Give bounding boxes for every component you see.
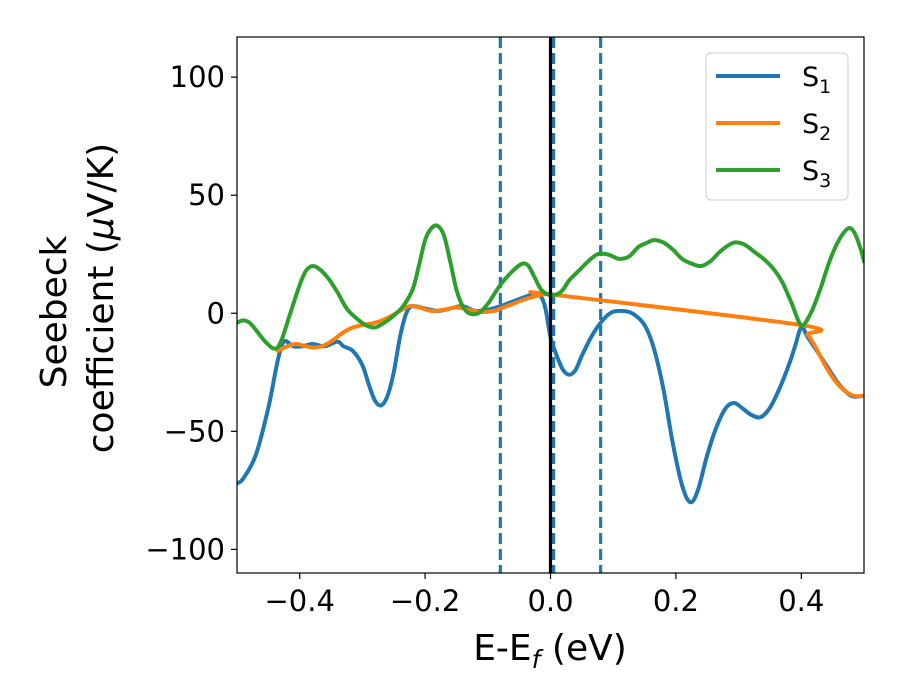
x-tick-label: −0.2 — [390, 584, 460, 618]
legend: S1 S2 S3 — [705, 52, 849, 201]
y-axis-title-line2: coefficient (μV/K) — [81, 143, 122, 453]
x-tick-label: 0.4 — [778, 584, 824, 618]
series-line-s2 — [275, 290, 864, 399]
x-tick-label: 0.0 — [527, 584, 573, 618]
series-line-s1 — [237, 292, 864, 505]
y-tick-label: −100 — [145, 532, 225, 566]
y-tick-label: 0 — [207, 296, 225, 330]
x-axis-title: E-Ef (eV) — [473, 628, 627, 674]
y-tick-label: −50 — [164, 414, 225, 448]
x-tick-label: 0.2 — [653, 584, 699, 618]
legend-box — [705, 52, 849, 201]
legend-label-s1: S1 — [802, 62, 831, 98]
axis-ticks: −0.4 −0.2 0.0 0.2 0.4 100 50 0 −50 −100 — [145, 60, 824, 618]
y-tick-label: 100 — [170, 60, 225, 94]
plot-frame — [236, 36, 865, 574]
plot-area — [237, 37, 864, 573]
series-line-s3 — [237, 223, 864, 351]
y-tick-label: 50 — [188, 178, 225, 212]
legend-label-s2: S2 — [802, 109, 831, 145]
y-axis-title-line1: Seebeck — [34, 235, 75, 388]
x-tick-label: −0.4 — [264, 584, 334, 618]
legend-label-s3: S3 — [802, 156, 831, 192]
